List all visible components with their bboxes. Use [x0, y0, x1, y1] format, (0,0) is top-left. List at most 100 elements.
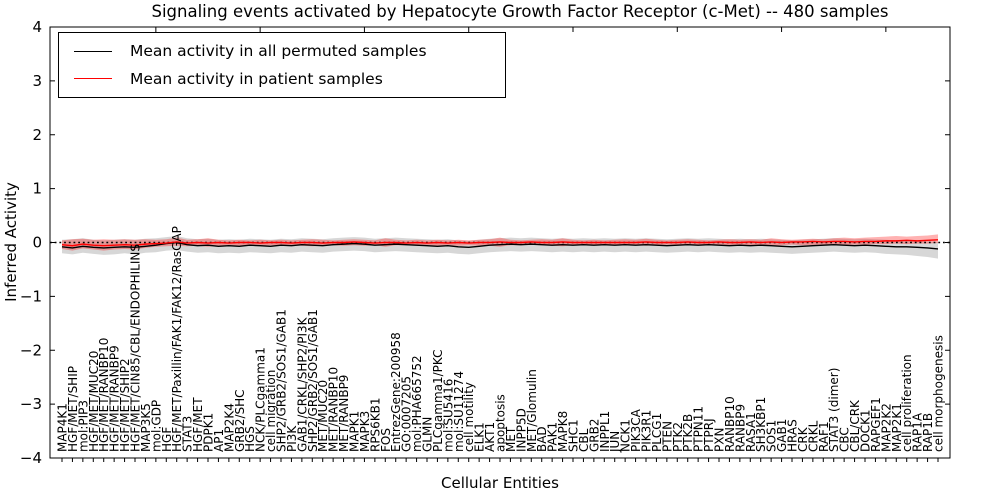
x-tick-label: GLMN	[421, 417, 435, 452]
x-tick-label: SHP2/GRB2/SOS1/GAB1	[275, 309, 289, 452]
y-axis-label: Inferred Activity	[2, 182, 20, 302]
x-tick-label: mol:SU11274	[452, 371, 466, 452]
x-tick-label: NCK1	[619, 419, 633, 452]
x-tick-label: PAK1	[546, 422, 560, 452]
x-tick-label: PTPN11	[692, 406, 706, 452]
y-tick-label: −3	[20, 395, 42, 413]
permuted-line-swatch	[74, 50, 112, 52]
x-tick-label: AKT1	[483, 422, 497, 452]
x-tick-label: FOS	[379, 428, 393, 452]
x-tick-label: NCK/PLCgamma1	[254, 347, 268, 452]
x-axis-label: Cellular Entities	[441, 474, 559, 492]
y-tick-label: −2	[20, 341, 42, 359]
y-tick-label: 4	[32, 18, 42, 36]
x-tick-label: ELK1	[473, 422, 487, 452]
x-tick-label: cell motility	[462, 382, 476, 452]
x-tick-label: INPP5D	[514, 408, 528, 452]
x-tick-label: cell migration	[264, 370, 278, 452]
legend-entry-patient: Mean activity in patient samples	[59, 70, 505, 88]
x-tick-label: CBC	[838, 427, 852, 452]
x-tick-label: MAPK3	[358, 411, 372, 452]
y-tick-label: −1	[20, 287, 42, 305]
chart-title: Signaling events activated by Hepatocyte…	[151, 2, 889, 21]
x-tick-label: RANBP9	[733, 404, 747, 452]
x-tick-label: RAF1	[817, 421, 831, 452]
x-tick-label: MET/RANBP10	[327, 367, 341, 452]
legend-label-permuted: Mean activity in all permuted samples	[130, 42, 427, 61]
x-tick-label: PXN	[713, 428, 727, 452]
x-tick-label: GAB1/CRKL/SHP2/PI3K	[295, 316, 309, 452]
x-tick-label: MAP2K2	[879, 403, 893, 452]
patient-mean-line	[61, 239, 939, 247]
x-tick-label: SH3KBP1	[754, 397, 768, 452]
x-tick-label: AP1	[212, 429, 226, 452]
legend: Mean activity in all permuted samples Me…	[58, 32, 506, 98]
x-tick-label: MAP2K4	[222, 403, 236, 452]
x-tick-label: HGF/MET/RANBP9	[108, 345, 122, 452]
x-tick-label: CBL/CRK	[848, 399, 862, 452]
x-tick-label: PIK3R1	[640, 410, 654, 452]
x-tick-label: HGF	[160, 427, 174, 452]
x-tick-label: cell morphogenesis	[932, 335, 946, 452]
x-tick-label: RPS6KB1	[368, 397, 382, 452]
x-tick-label: CRKL	[806, 420, 820, 452]
x-tick-label: HRAS	[786, 419, 800, 452]
x-tick-label: GRB2	[587, 418, 601, 452]
permuted-mean-line	[61, 241, 939, 250]
x-tick-label: RASA1	[744, 412, 758, 452]
x-tick-label: PLCG1	[650, 413, 664, 452]
y-tick-label: 1	[32, 180, 42, 198]
x-tick-label: HGF/MET	[191, 397, 205, 452]
x-tick-label: MAPK1	[348, 411, 362, 452]
x-tick-label: PTEN	[660, 421, 674, 452]
x-tick-label: PTPRJ	[702, 418, 716, 452]
x-tick-label: MAP3K5	[139, 403, 153, 452]
x-tick-label: HGF/MET/CIN85/CBL/ENDOPHILINS	[129, 244, 143, 452]
x-tick-label: PTK2	[671, 422, 685, 452]
x-tick-label: GAB1	[775, 419, 789, 452]
x-tick-label: GO:0007205	[400, 376, 414, 452]
x-tick-label: DOCK1	[859, 409, 873, 452]
x-tick-label: HGF/MET/Paxillin/FAK1/FAK12/RasGAP	[170, 226, 184, 452]
x-tick-label: GRB2/SHC	[233, 389, 247, 452]
x-tick-label: SHC1	[567, 419, 581, 452]
x-tick-label: MET/Glomulin	[525, 369, 539, 452]
x-tick-label: MAPK8	[556, 411, 570, 452]
x-tick-label: PLCgamma1/PKC	[431, 349, 445, 452]
y-tick-label: 2	[32, 126, 42, 144]
x-tick-label: INPPL1	[598, 411, 612, 452]
x-tick-label: PTK2B	[681, 414, 695, 452]
x-tick-label: MET	[504, 426, 518, 452]
x-tick-label: PIK3CA	[629, 408, 643, 452]
x-tick-label: mol:PHA665752	[410, 355, 424, 452]
x-tick-label: RAP1B	[921, 413, 935, 452]
x-tick-label: cell proliferation	[900, 354, 914, 452]
x-tick-label: mol:PIP3	[76, 400, 90, 452]
x-tick-label: SHP2/GRB2/SOS1/GAB1	[306, 309, 320, 452]
x-tick-label: apoptosis	[494, 394, 508, 452]
x-tick-label: HGF/MET/SHIP2	[118, 358, 132, 452]
legend-label-patient: Mean activity in patient samples	[130, 69, 383, 88]
x-tick-label: STAT3 (dimer)	[827, 368, 841, 452]
y-tick-label: 0	[32, 234, 42, 252]
x-tick-label: CRK	[796, 426, 810, 452]
x-tick-label: HGF/MET/RANBP10	[97, 338, 111, 452]
x-tick-label: mol:GDP	[149, 400, 163, 452]
x-tick-label: STAT3	[181, 416, 195, 452]
x-tick-label: PDPK1	[202, 413, 216, 452]
x-tick-label: MET/RANBP9	[337, 375, 351, 452]
x-tick-label: SOS1	[765, 420, 779, 452]
x-tick-label: RANBP10	[723, 396, 737, 452]
patient-line-swatch	[74, 78, 112, 80]
x-tick-label: mol:SU5416	[441, 379, 455, 452]
x-tick-label: EntrezGene:200958	[389, 332, 403, 452]
x-tick-label: RAP1A	[911, 412, 925, 452]
x-tick-label: JUN	[608, 431, 622, 453]
x-tick-label: HGF/MET/MUC20	[87, 351, 101, 452]
x-tick-label: RAPGEF1	[869, 397, 883, 452]
y-tick-label: −4	[20, 449, 42, 467]
x-tick-label: HGF/MET/SHIP	[66, 366, 80, 452]
legend-entry-permuted: Mean activity in all permuted samples	[59, 42, 505, 60]
